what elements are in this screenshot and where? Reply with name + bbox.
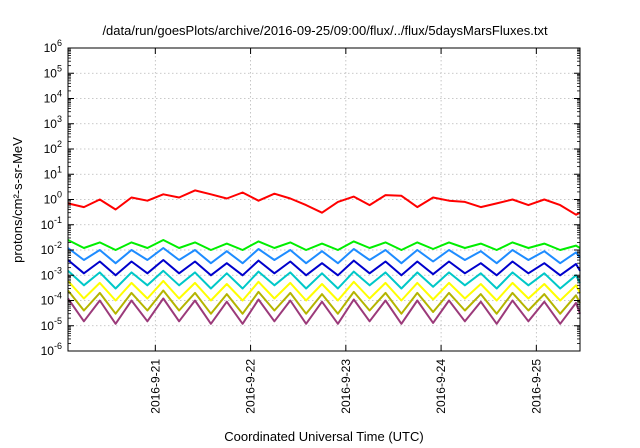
y-tick-exponent: -1 [54,215,62,225]
y-tick-exponent: 2 [57,139,62,149]
y-tick-label: 10-6 [41,341,62,358]
y-tick-base: 10 [44,66,58,80]
y-tick-base: 10 [41,243,55,257]
y-tick-base: 10 [44,92,58,106]
x-tick-label: 2016-9-23 [339,359,353,414]
y-tick-base: 10 [44,41,58,55]
y-tick-base: 10 [44,167,58,181]
y-tick-label: 104 [44,89,62,106]
x-tick-label: 2016-9-24 [434,359,448,414]
y-tick-label: 105 [44,63,62,80]
series-line-3 [67,259,581,277]
x-axis-label: Coordinated Universal Time (UTC) [224,429,423,444]
y-tick-exponent: 1 [57,164,62,174]
y-tick-base: 10 [41,268,55,282]
y-tick-base: 10 [44,193,58,207]
series-lines [67,189,581,325]
series-line-5 [67,279,581,302]
y-tick-label: 10-5 [41,316,62,333]
y-tick-base: 10 [41,218,55,232]
y-tick-exponent: -3 [54,265,62,275]
x-tick-label: 2016-9-22 [244,359,258,414]
y-tick-label: 103 [44,114,62,131]
series-line-1 [67,239,581,251]
y-tick-base: 10 [41,319,55,333]
grid-lines [68,48,580,351]
series-line-6 [67,289,581,315]
x-tick-label: 2016-9-21 [148,359,162,414]
series-line-4 [67,269,581,290]
y-axis: 10-610-510-410-310-210-11001011021031041… [41,38,580,358]
y-tick-exponent: 0 [57,190,62,200]
series-line-0 [67,189,581,216]
y-tick-exponent: 5 [57,63,62,73]
y-tick-label: 10-2 [41,240,62,257]
y-tick-exponent: -6 [54,341,62,351]
y-tick-exponent: -5 [54,316,62,326]
y-tick-base: 10 [44,142,58,156]
x-tick-label: 2016-9-25 [529,359,543,414]
y-tick-label: 100 [44,190,62,207]
y-tick-exponent: 4 [57,89,62,99]
y-tick-label: 106 [44,38,62,55]
y-tick-base: 10 [41,344,55,358]
y-tick-base: 10 [41,294,55,308]
y-tick-label: 101 [44,164,62,181]
y-tick-exponent: -4 [54,291,62,301]
y-tick-base: 10 [44,117,58,131]
y-tick-label: 102 [44,139,62,156]
series-line-7 [67,297,581,325]
y-tick-label: 10-4 [41,291,62,308]
y-tick-exponent: -2 [54,240,62,250]
y-tick-exponent: 6 [57,38,62,48]
y-tick-label: 10-1 [41,215,62,232]
x-axis: 2016-9-21 2016-9-22 2016-9-23 2016-9-24 2016… [148,48,543,414]
y-tick-label: 10-3 [41,265,62,282]
chart-title: /data/run/goesPlots/archive/2016-09-25/0… [102,23,548,38]
series-line-2 [67,247,581,265]
y-tick-exponent: 3 [57,114,62,124]
y-axis-label: protons/cm²-s-sr-MeV [10,137,25,263]
